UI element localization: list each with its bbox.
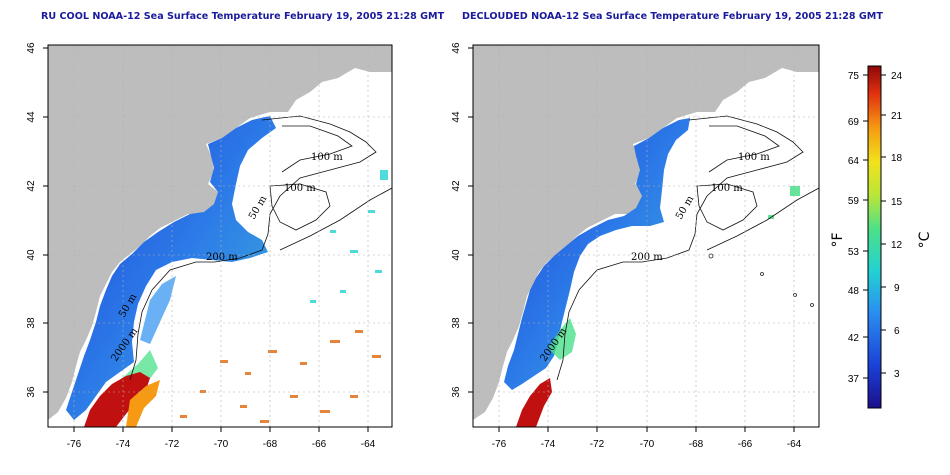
fahrenheit-tick: 69	[848, 117, 860, 128]
x-tick-label: -70	[640, 439, 655, 450]
right-map-frame	[472, 44, 820, 428]
fahrenheit-tick: 42	[848, 333, 860, 344]
y-tick-label: 42	[451, 180, 462, 192]
y-tick-label: 42	[26, 180, 37, 192]
x-tick-label: -66	[312, 439, 327, 450]
left-axis-ticks	[43, 47, 369, 432]
isobath-label: 100 m	[284, 183, 316, 194]
y-tick-label: 44	[451, 111, 462, 123]
y-tick-label: 36	[451, 386, 462, 398]
cold-shelf-water	[66, 116, 276, 420]
x-tick-label: -76	[67, 439, 82, 450]
colorbar-gradient	[867, 65, 882, 409]
gulf-stream	[516, 378, 552, 427]
celsius-tick: 12	[891, 240, 903, 251]
y-tick-label: 38	[451, 317, 462, 329]
y-tick-label: 44	[26, 111, 37, 123]
left-map-panel: 100 m 100 m 50 m 200 m 50 m 2000 m -76 -…	[26, 42, 393, 450]
y-tick-label: 46	[451, 42, 462, 54]
fahrenheit-tick: 59	[848, 196, 860, 207]
celsius-tick: 15	[891, 197, 903, 208]
isobath-label: 100 m	[311, 152, 343, 163]
land-mass	[48, 45, 392, 420]
celsius-unit-label: °C	[917, 231, 933, 248]
land-mass	[473, 45, 819, 420]
y-tick-label: 40	[451, 249, 462, 261]
fahrenheit-tick: 75	[848, 71, 860, 82]
x-tick-label: -68	[263, 439, 278, 450]
x-tick-label: -70	[214, 439, 229, 450]
right-axis-ticks	[468, 47, 795, 432]
x-tick-label: -64	[787, 439, 802, 450]
isobath-label: 100 m	[711, 183, 743, 194]
x-tick-label: -76	[492, 439, 507, 450]
offshore-warm-pixels	[180, 330, 381, 423]
gulf-stream	[84, 372, 150, 427]
left-map-frame	[47, 44, 393, 428]
celsius-tick: 6	[894, 326, 900, 337]
y-tick-label: 38	[26, 317, 37, 329]
celsius-tick: 9	[894, 283, 900, 294]
isobath-label: 200 m	[206, 252, 238, 263]
grid-lines	[48, 45, 392, 427]
temperature-colorbar: 75 69 64 59 53 48 42 37 24 21 18 15 12 9…	[830, 65, 933, 409]
fahrenheit-tick: 53	[848, 247, 860, 258]
x-tick-label: -72	[590, 439, 605, 450]
fahrenheit-unit-label: °F	[830, 232, 846, 247]
x-tick-label: -72	[165, 439, 180, 450]
celsius-tick: 21	[891, 111, 903, 122]
x-tick-label: -66	[738, 439, 753, 450]
celsius-tick: 24	[891, 71, 903, 82]
celsius-tick: 18	[891, 153, 903, 164]
y-tick-label: 36	[26, 386, 37, 398]
isobath-label: 100 m	[738, 152, 770, 163]
x-tick-label: -68	[689, 439, 704, 450]
right-map-panel: 100 m 100 m 50 m 200 m 2000 m -76 -74 -7…	[451, 42, 820, 450]
offshore-cool-pixels	[310, 170, 388, 303]
isobath-contours	[129, 115, 392, 381]
x-tick-label: -74	[116, 439, 131, 450]
celsius-tick: 3	[894, 369, 900, 380]
y-tick-label: 40	[26, 249, 37, 261]
y-tick-label: 46	[26, 42, 37, 54]
isobath-label: 200 m	[631, 252, 663, 263]
right-map-title: DECLOUDED NOAA-12 Sea Surface Temperatur…	[462, 11, 883, 22]
fahrenheit-tick: 48	[848, 286, 860, 297]
left-map-title: RU COOL NOAA-12 Sea Surface Temperature …	[41, 11, 445, 22]
fahrenheit-tick: 37	[848, 374, 860, 385]
x-tick-label: -64	[361, 439, 376, 450]
grid-lines	[473, 45, 819, 427]
x-tick-label: -74	[541, 439, 556, 450]
fahrenheit-tick: 64	[848, 156, 860, 167]
